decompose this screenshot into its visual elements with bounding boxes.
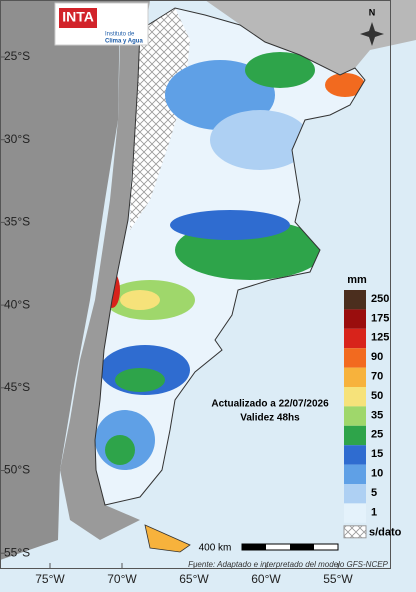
neighbors [205, 0, 416, 75]
logo-brand: INTA [62, 9, 94, 25]
legend-label: 5 [371, 487, 377, 499]
source: Fuente: Adaptado e interpretado del mode… [188, 560, 388, 569]
longitude-label: 75°W [35, 572, 65, 586]
legend-label: 15 [371, 448, 383, 460]
latitude-label: 50°S [4, 463, 30, 477]
compass [360, 22, 384, 46]
legend-swatch [344, 464, 366, 484]
legend-label: 1 [371, 506, 377, 518]
legend-swatch [344, 328, 366, 349]
logo-text: Instituto de [105, 32, 135, 38]
info: Actualizado a 22/07/2026 [211, 399, 329, 410]
latitude-label: 45°S [4, 380, 30, 394]
legend-label: 10 [371, 468, 383, 480]
longitude-label: 55°W [323, 572, 353, 586]
info: Validez 48hs [240, 413, 300, 424]
chile [0, 0, 150, 540]
longitude-label: 70°W [107, 572, 137, 586]
legend-label: 35 [371, 409, 383, 421]
legend-swatch [344, 309, 366, 329]
legend-label: 25 [371, 429, 383, 441]
legend-swatch [344, 406, 366, 426]
logo-badge [59, 8, 97, 28]
latitude-label: 55°S [4, 545, 30, 559]
legend-label: s/dato [369, 527, 402, 539]
longitude-label: 60°W [251, 572, 281, 586]
tierra-del-fuego [144, 524, 191, 553]
pacific-land [0, 0, 120, 560]
latitude-label: 40°S [4, 297, 30, 311]
legend-swatch [344, 387, 366, 407]
latitude-label: 25°S [4, 49, 30, 63]
legend-swatch [344, 348, 366, 368]
frame [0, 0, 391, 569]
legend-swatch [344, 503, 366, 523]
logo: INTA Instituto de Clima y Agua [54, 2, 149, 46]
logo-text: Clima y Agua [105, 39, 143, 45]
legend-swatch [344, 367, 366, 387]
scale-bar [241, 543, 339, 551]
legend-label: 250 [371, 293, 389, 305]
legend-swatch [344, 484, 366, 504]
legend-label: 70 [371, 371, 383, 383]
latitude-label: 30°S [4, 132, 30, 146]
legend-label: 50 [371, 390, 383, 402]
legend-label: 125 [371, 332, 389, 344]
longitude-label: 65°W [179, 572, 209, 586]
latitude-label: 35°S [4, 215, 30, 229]
legend-label: 90 [371, 351, 383, 363]
legend-swatch [344, 290, 366, 310]
legend-unit: mm [347, 274, 367, 286]
legend-swatch [344, 425, 366, 446]
legend-swatch [343, 525, 367, 539]
legend-label: 175 [371, 312, 389, 324]
north: N [369, 7, 376, 17]
scale-label: 400 km [199, 543, 232, 554]
legend-swatch [344, 445, 366, 465]
